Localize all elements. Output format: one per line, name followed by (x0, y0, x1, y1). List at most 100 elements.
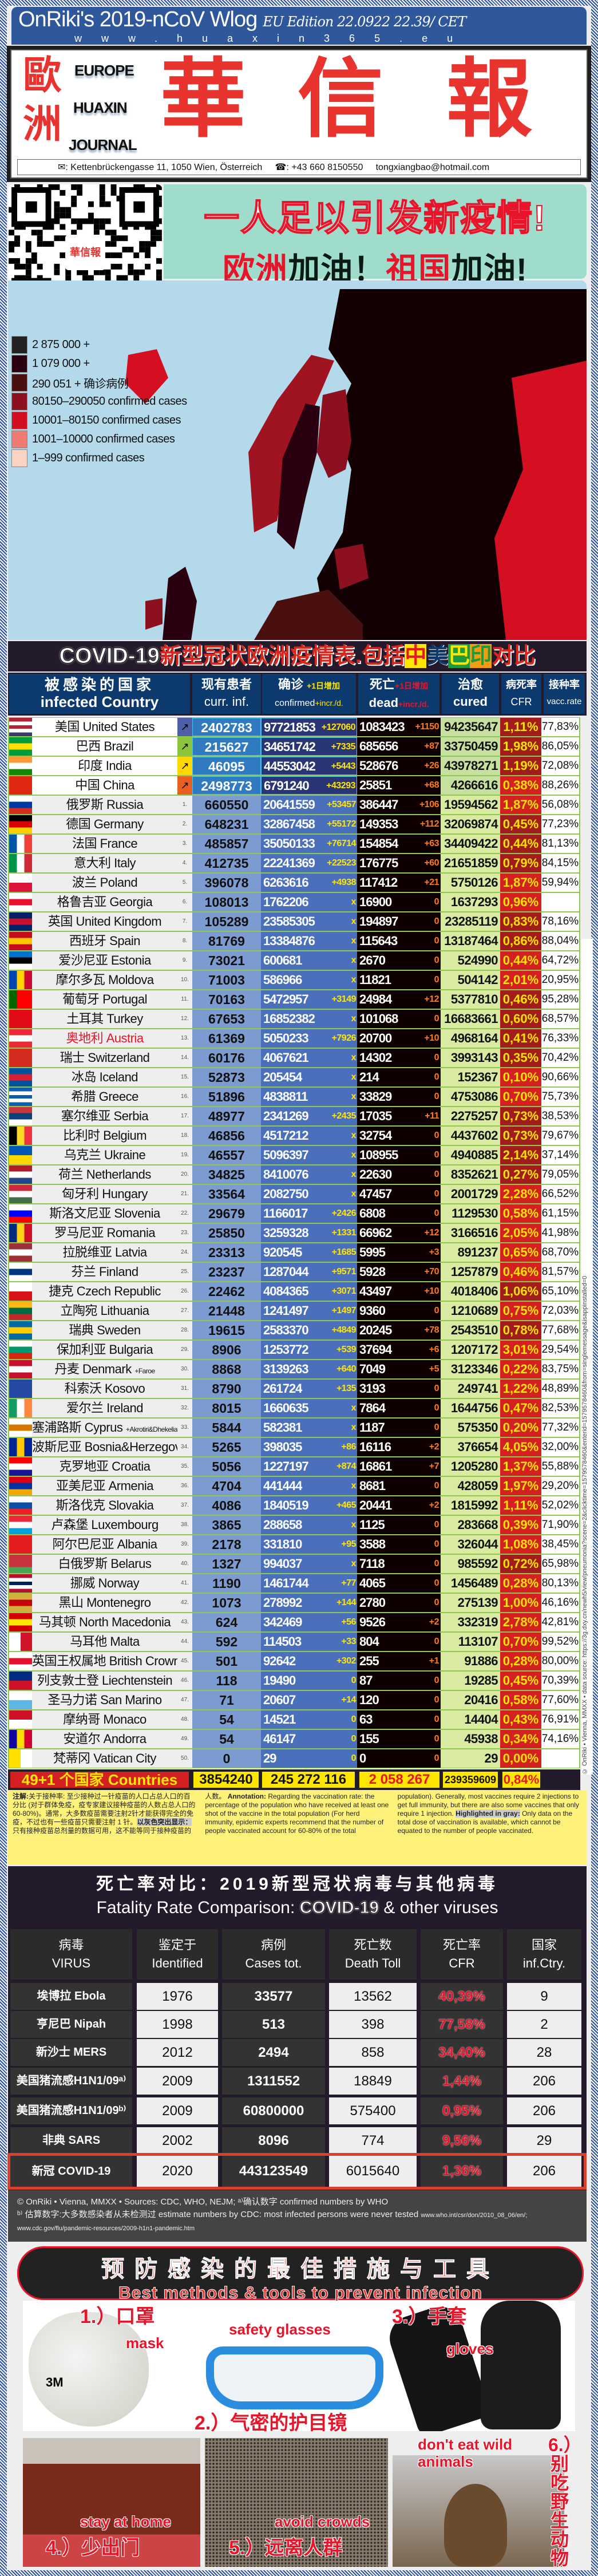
confirmed: 1660635 x (261, 1399, 357, 1417)
table-row[interactable]: 塞浦路斯 Cyprus +Akrotiri&Dhekelia 33. 5844 … (8, 1418, 580, 1437)
current-infected: 48977 (192, 1107, 261, 1125)
fatality-row[interactable]: 美国猪流感H1N1/09ᵃ⁾ 2009 1311552 18849 1,44% 206 (10, 2068, 584, 2095)
fatality-row[interactable]: 埃博拉 Ebola 1976 33577 13562 40,39% 9 (10, 1983, 584, 2010)
table-row[interactable]: 芬兰 Finland 25. 23237 1287044 +9571 5928 +7… (8, 1262, 580, 1282)
table-row[interactable]: 斯洛伐克 Slovakia 37. 4086 1840519 +465 20441… (8, 1496, 580, 1515)
confirmed: 2082750 x (261, 1185, 357, 1203)
table-row[interactable]: 希腊 Greece 16. 51896 4838811 x 33829 0 4753… (8, 1087, 580, 1107)
flag-icon (9, 1282, 32, 1301)
vacc-rate: 72,08% (541, 757, 579, 775)
table-row[interactable]: 罗马尼亚 Romania 23. 25850 3259328 +1331 6696… (8, 1223, 580, 1243)
dead: 155 0 (357, 1730, 441, 1748)
rank: 12. (177, 1010, 192, 1028)
table-row[interactable]: 荷兰 Netherlands 20. 34825 8410076 x 22630 0… (8, 1165, 580, 1184)
fatality-row[interactable]: 新沙士 MERS 2012 2494 858 34,40% 28 (10, 2039, 584, 2066)
table-row[interactable]: 西班牙 Spain 8. 81769 13384876 x 115643 0 131… (8, 931, 580, 951)
fatality-row[interactable]: 亨尼巴 Nipah 1998 513 398 77,58% 2 (10, 2011, 584, 2038)
table-row[interactable]: 马其顿 North Macedonia 43. 624 342469 +56 95… (8, 1613, 580, 1632)
table-row[interactable]: 卢森堡 Luxembourg 38. 3865 288658 x 1125 0 28… (8, 1515, 580, 1535)
table-row[interactable]: 保加利亚 Bulgaria 29. 8906 1253772 +539 37694… (8, 1340, 580, 1360)
confirmed-increase: +2426 (331, 1208, 357, 1218)
table-row[interactable]: 马耳他 Malta 44. 592 114503 +33 804 0 113107 … (8, 1632, 580, 1652)
vacc-rate: 86,05% (541, 737, 579, 756)
dead: 7864 0 (357, 1399, 441, 1417)
table-row[interactable]: 黑山 Montenegro 42. 1073 278992 +144 2780 0 … (8, 1593, 580, 1613)
table-row[interactable]: 爱沙尼亚 Estonia 9. 73021 600681 x 2670 0 5249… (8, 951, 580, 970)
fatality-cell: 新沙士 MERS (10, 2039, 132, 2066)
fatality-title-zh: 死亡率对比：2019新型冠状病毒与其他病毒 (96, 1875, 498, 1894)
table-row[interactable]: 美国 United States ↗ 2402783 97721853 +1270… (8, 717, 580, 737)
table-row[interactable]: 巴西 Brazil ↗ 215627 34651742 +7335 685656 +… (8, 737, 580, 756)
table-row[interactable]: 科索沃 Kosovo 31. 8790 261724 +135 3193 0 249… (8, 1379, 580, 1398)
label-crowds-zh: 5.）远离人群 (229, 2537, 343, 2559)
confirmed-increase: +56 (341, 1617, 356, 1627)
dead: 87 0 (357, 1672, 441, 1690)
table-row[interactable]: 葡萄牙 Portugal 11. 70163 5472957 +3149 2498… (8, 990, 580, 1009)
tools-panel: 3M (23, 2301, 575, 2431)
table-row[interactable]: 英国 United Kingdom 7. 105289 23585305 x 19… (8, 912, 580, 931)
cured: 3123346 (441, 1360, 500, 1378)
table-row[interactable]: 土耳其 Turkey 12. 67653 16852382 x 101068 0 1… (8, 1009, 580, 1029)
fatality-row[interactable]: 美国猪流感H1N1/09ᵇ⁾ 2009 60800000 575400 0,95% 206 (10, 2097, 584, 2124)
fatality-row[interactable]: 非典 SARS 2002 8096 774 9,56% 29 (10, 2127, 584, 2154)
table-row[interactable]: 斯洛文尼亚 Slovenia 22. 29679 1166017 +2426 68… (8, 1204, 580, 1223)
table-row[interactable]: 塞尔维亚 Serbia 17. 48977 2341269 +2435 17035… (8, 1107, 580, 1126)
table-row[interactable]: 瑞典 Sweden 28. 19615 2583370 +4849 20245 +7… (8, 1321, 580, 1340)
legend-item: 10001–80150 confirmed cases (11, 411, 187, 429)
table-row[interactable]: 英国王权属地 British Crown Dependencies 45. 50… (8, 1652, 580, 1671)
table-row[interactable]: 摩纳哥 Monaco 48. 54 14521 0 63 0 14404 0,43%… (8, 1710, 580, 1729)
cfr: 1,98% (500, 737, 541, 756)
table-row[interactable]: 俄罗斯 Russia 1. 660550 20641559 +53457 3864… (8, 795, 580, 815)
cfr: 4,05% (500, 1438, 541, 1456)
table-row[interactable]: 意大利 Italy 4. 412735 22241369 +22523 17677… (8, 854, 580, 873)
table-row[interactable]: 挪威 Norway 41. 1190 1461744 +77 4065 0 1456… (8, 1574, 580, 1593)
fatality-cell: 6015640 (329, 2156, 417, 2187)
table-row[interactable]: 比利时 Belgium 18. 46856 4517212 x 32754 0 44… (8, 1126, 580, 1145)
table-row[interactable]: 冰岛 Iceland 15. 52873 205454 x 214 0 152367… (8, 1068, 580, 1087)
dead-increase: 0 (434, 897, 439, 907)
table-row[interactable]: 克罗地亚 Croatia 35. 5056 1227197 +874 16861 +… (8, 1457, 580, 1476)
table-row[interactable]: 格鲁吉亚 Georgia 6. 108013 1762206 x 16900 0 1… (8, 892, 580, 912)
dead-increase: +2 (429, 1617, 439, 1627)
legend-label: 1–999 confirmed cases (32, 451, 145, 464)
confirmed-increase: +1331 (331, 1228, 357, 1238)
footnote-links[interactable]: www.who.int/csr/don/2010_08_06/en/; www.… (17, 2212, 528, 2232)
table-row[interactable]: 列支敦士登 Liechtenstein 46. 118 19490 0 87 0 1… (8, 1671, 580, 1690)
flag-icon (9, 1380, 32, 1398)
vacc-rate: 70,42% (541, 1049, 579, 1067)
table-row[interactable]: 奥地利 Austria 13. 61369 5050233 +7926 20700… (8, 1029, 580, 1048)
table-row[interactable]: 圣马力诺 San Marino 47. 71 20607 +14 120 0 204… (8, 1690, 580, 1710)
dead: 5928 +70 (357, 1263, 441, 1281)
table-row[interactable]: 亚美尼亚 Armenia 36. 4704 441444 x 8681 0 4280… (8, 1476, 580, 1496)
table-row[interactable]: 立陶宛 Lithuania 27. 21448 1241497 +1497 936… (8, 1301, 580, 1321)
cured: 891237 (441, 1243, 500, 1262)
table-row[interactable]: 阿尔巴尼亚 Albania 39. 2178 331810 +95 3588 0 3… (8, 1535, 580, 1554)
table-row[interactable]: 法国 France 3. 485857 35050133 +76714 15485… (8, 834, 580, 854)
table-row[interactable]: 白俄罗斯 Belarus 40. 1327 994037 x 7118 0 9855… (8, 1554, 580, 1574)
map-uk (163, 567, 197, 640)
cfr: 2,78% (500, 1613, 541, 1631)
map-poland-germany (254, 590, 363, 640)
table-row[interactable]: 匈牙利 Hungary 21. 33564 2082750 x 47457 0 20… (8, 1184, 580, 1204)
table-row[interactable]: 丹麦 Denmark +Faroe 30. 8868 3139263 +640 7… (8, 1360, 580, 1379)
confirmed: 4067621 x (261, 1049, 357, 1067)
table-row[interactable]: 印度 India ↗ 46095 44553042 +5443 528676 +26… (8, 756, 580, 776)
table-row[interactable]: 安道尔 Andorra 49. 54 46147 0 155 0 45938 0,3… (8, 1729, 580, 1749)
table-row[interactable]: 中国 China ↗ 2498773 6791240 +43293 25851 +6… (8, 776, 580, 795)
legend-item: 1 079 000 + (11, 354, 187, 373)
table-row[interactable]: 瑞士 Switzerland 14. 60176 4067621 x 14302 0… (8, 1048, 580, 1068)
fatality-row[interactable]: 新冠 COVID-19 2020 443123549 6015640 1,36% 206 (7, 2153, 587, 2190)
rank: 19. (177, 1146, 192, 1164)
table-row[interactable]: 德国 Germany 2. 648231 32867458 +55172 1493… (8, 815, 580, 834)
table-row[interactable]: 捷克 Czech Republic 26. 22462 4084365 +3071… (8, 1282, 580, 1301)
table-row[interactable]: 摩尔多瓦 Moldova 10. 71003 586966 x 11821 0 50… (8, 970, 580, 990)
table-row[interactable]: 波斯尼亚 Bosnia&Herzegovina 34. 5265 398035+… (8, 1437, 580, 1457)
table-row[interactable]: 爱尔兰 Ireland 32. 8015 1660635 x 7864 0 1644… (8, 1398, 580, 1418)
table-row[interactable]: 拉脱维亚 Latvia 24. 23313 920545 +1685 5995 +3… (8, 1243, 580, 1262)
table-row[interactable]: 波兰 Poland 5. 396078 6263616 +4938 117412 +… (8, 873, 580, 892)
dead-increase: 0 (434, 1072, 439, 1082)
table-row[interactable]: 乌克兰 Ukraine 19. 46557 5096397 x 108955 0 4… (8, 1145, 580, 1165)
site-url-link[interactable]: www.huaxin365.eu (74, 33, 473, 44)
email-link[interactable]: tongxiangbao@hotmail.com (375, 163, 490, 172)
